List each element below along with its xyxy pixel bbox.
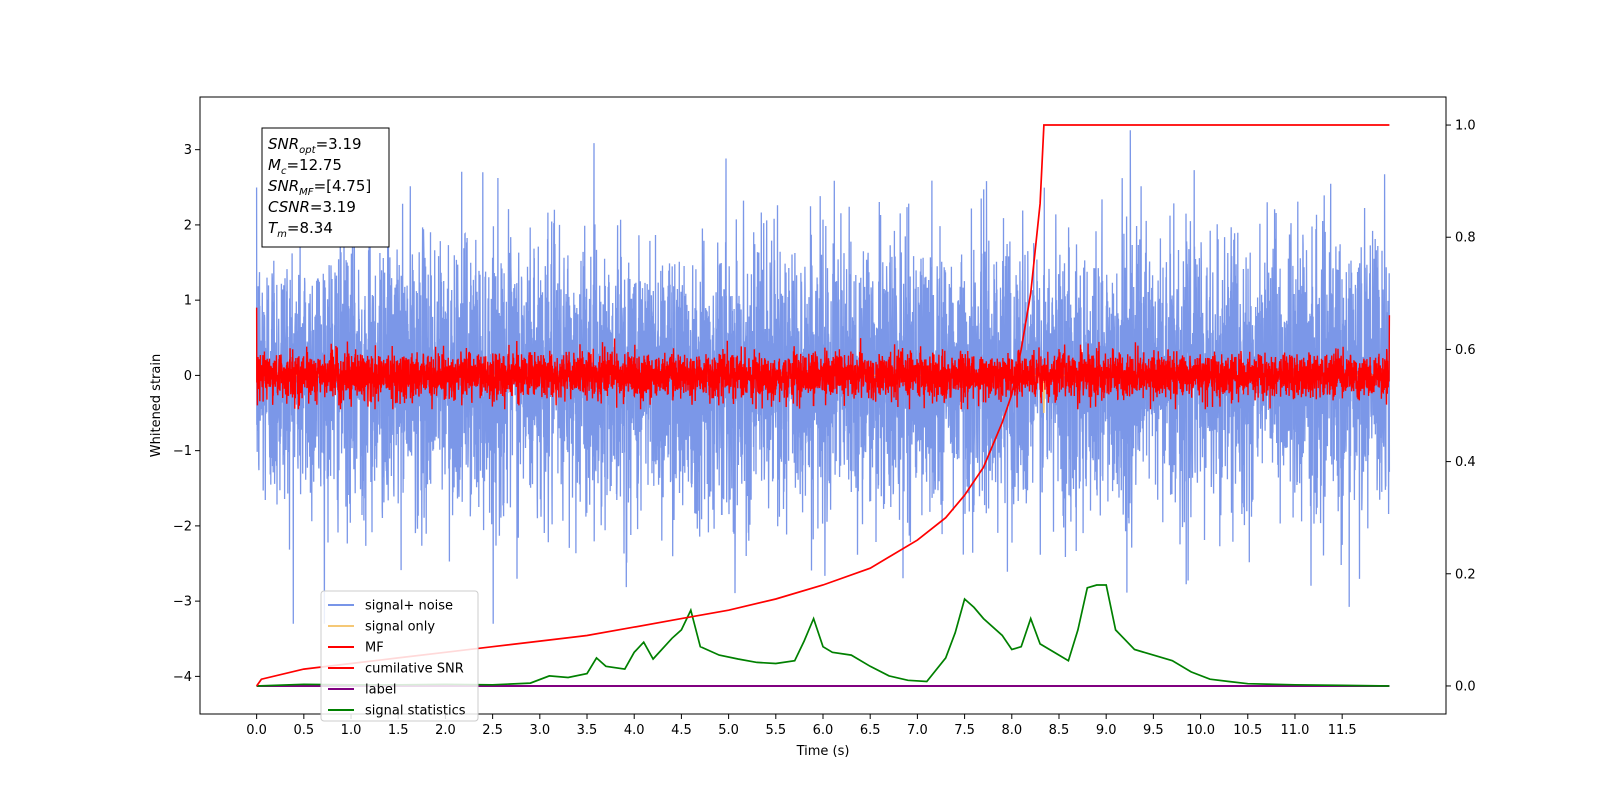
x-tick-label: 7.5	[954, 723, 975, 738]
x-tick-label: 3.0	[529, 723, 550, 738]
x-tick-label: 9.0	[1096, 723, 1117, 738]
x-tick-label: 4.5	[671, 723, 692, 738]
y2-tick-label: 0.4	[1455, 455, 1476, 470]
legend-frame	[320, 590, 479, 722]
x-tick-label: 4.0	[624, 723, 645, 738]
series-mf	[255, 307, 1391, 410]
y-tick-label: −3	[173, 595, 192, 610]
legend-label: MF	[365, 641, 384, 656]
y-tick-label: 3	[184, 143, 192, 158]
y-tick-label: 1	[184, 294, 192, 309]
annotation-box: SNRopt=3.19Mc=12.75SNRMF=[4.75]CSNR=3.19…	[261, 127, 390, 248]
x-tick-label: 5.0	[718, 723, 739, 738]
annotation-frame	[261, 127, 390, 248]
annotation-line: Tm=8.34	[268, 219, 333, 240]
x-tick-label: 7.0	[907, 723, 928, 738]
y2-tick-label: 0.0	[1455, 679, 1476, 694]
x-tick-label: 6.0	[813, 723, 834, 738]
y-tick-label: 2	[184, 218, 192, 233]
y2-tick-label: 0.6	[1455, 343, 1476, 358]
x-tick-label: 3.5	[577, 723, 598, 738]
series-signal-noise	[255, 130, 1391, 624]
x-tick-label: 8.5	[1049, 723, 1070, 738]
x-tick-label: 5.5	[765, 723, 786, 738]
x-tick-label: 9.5	[1143, 723, 1164, 738]
annotation-line: SNRopt=3.19	[268, 135, 362, 156]
annotation-line: SNRMF=[4.75]	[268, 177, 371, 198]
x-tick-label: 1.5	[388, 723, 409, 738]
x-tick-label: 10.0	[1186, 723, 1215, 738]
y-tick-label: −2	[173, 519, 192, 534]
y-tick-label: −1	[173, 444, 192, 459]
y-tick-label: −4	[173, 670, 192, 685]
x-tick-label: 10.5	[1233, 723, 1262, 738]
x-tick-label: 0.0	[246, 723, 267, 738]
y2-tick-label: 0.8	[1455, 231, 1476, 246]
legend-label: signal only	[365, 620, 435, 635]
legend-label: cumilative SNR	[365, 662, 464, 677]
y2-tick-label: 0.2	[1455, 567, 1476, 582]
y2-tick-label: 1.0	[1455, 119, 1476, 134]
x-axis: 0.0 0.5 1.0 1.5 2.0 2.5 3.0 3.5 4.0 4.5 5.0 5.5 6.0 6…	[246, 714, 1357, 738]
annotation-line: Mc=12.75	[268, 156, 342, 177]
legend-label: label	[365, 683, 396, 698]
y-axis-label: Whitened strain	[149, 354, 164, 457]
x-tick-label: 8.0	[1001, 723, 1022, 738]
x-tick-label: 0.5	[293, 723, 314, 738]
x-tick-label: 2.5	[482, 723, 503, 738]
x-tick-label: 2.0	[435, 723, 456, 738]
x-tick-label: 6.5	[860, 723, 881, 738]
x-tick-label: 11.0	[1280, 723, 1309, 738]
y-tick-label: 0	[184, 369, 192, 384]
annotation-line: CSNR=3.19	[268, 198, 356, 216]
legend-label: signal statistics	[365, 704, 466, 719]
series-signal-statistics	[256, 584, 1390, 687]
y-axis-right: 1.0 0.8 0.6 0.4 0.2 0.0	[1446, 119, 1476, 694]
x-tick-label: 1.0	[341, 723, 362, 738]
x-tick-label: 11.5	[1328, 723, 1357, 738]
legend: signal+ noise signal only MF cumilative SNR…	[320, 590, 479, 722]
y-axis-left: 3 2 1 0 −1 −2 −3 −4	[173, 143, 200, 685]
legend-label: signal+ noise	[365, 599, 453, 614]
x-axis-label: Time (s)	[796, 744, 850, 759]
